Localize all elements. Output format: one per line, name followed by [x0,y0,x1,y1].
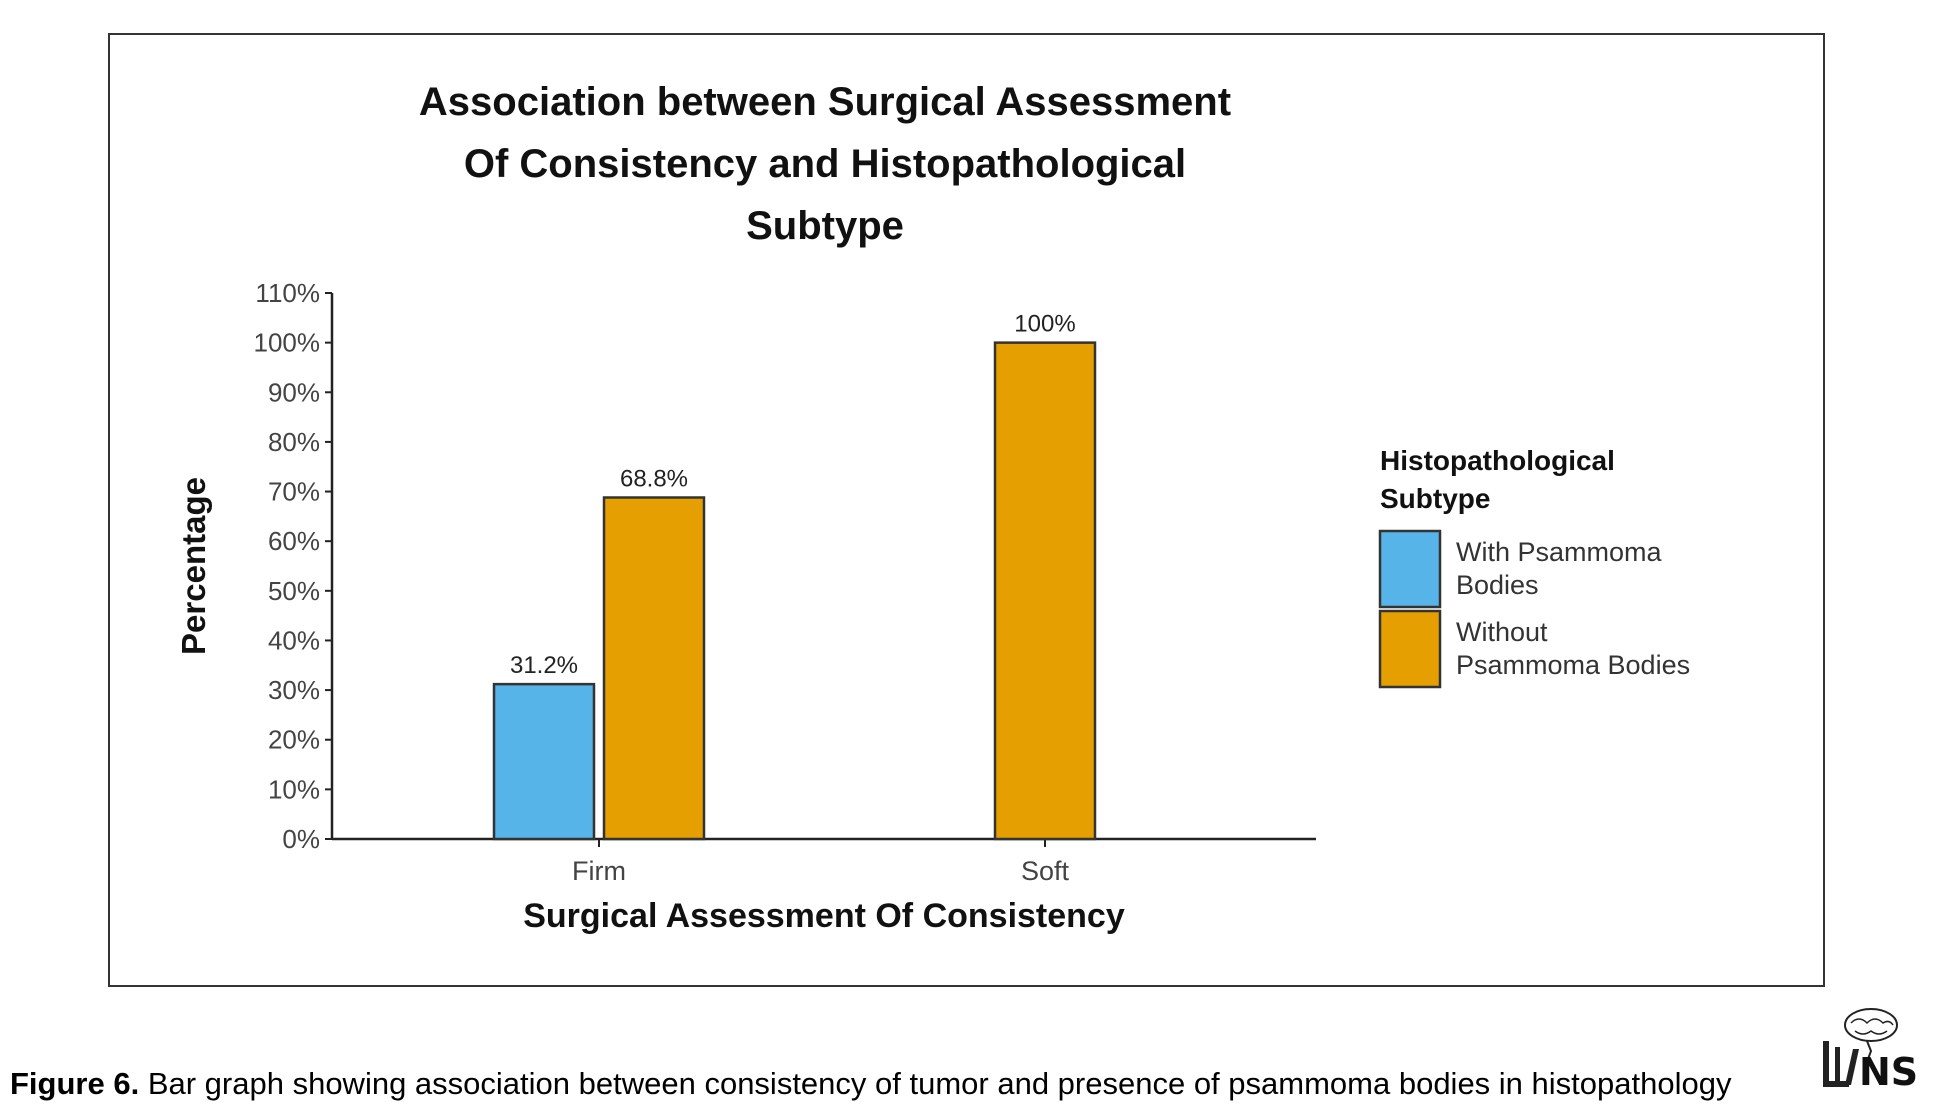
brain-logo-icon: NS [1823,1008,1918,1094]
bar [602,496,706,841]
x-axis-label: Surgical Assessment Of Consistency [523,897,1125,935]
y-tick-label: 20% [268,725,320,755]
y-tick-label: 90% [268,377,320,407]
y-tick-label: 40% [268,625,320,655]
figure-caption: Figure 6. Bar graph showing association … [10,1066,1731,1102]
y-tick-label: 10% [268,774,320,804]
y-tick-label: 80% [268,427,320,457]
y-tick-label: 100% [254,328,321,358]
y-tick-label: 70% [268,477,320,507]
legend-title-line: Histopathological [1380,445,1615,476]
bar-value-label: 100% [1014,311,1075,338]
bar [993,341,1097,841]
bar [492,682,596,841]
chart-title-line: Subtype [746,204,904,248]
legend-entry-label: Psammoma Bodies [1456,650,1690,680]
legend-entry-label: Without [1456,617,1548,647]
bar-value-label: 68.8% [620,466,688,493]
figure-frame: Association between Surgical Assessment O… [108,33,1825,987]
y-tick-label: 50% [268,576,320,606]
bar-value-label: 31.2% [510,652,578,679]
legend-title-line: Subtype [1380,483,1490,514]
chart-title-line: Of Consistency and Histopathological [464,142,1186,186]
caption-text: Bar graph showing association between co… [147,1066,1732,1101]
logo-text: NS [1859,1050,1918,1094]
y-tick-label: 110% [255,278,320,308]
y-tick-label: 0% [282,824,320,854]
y-tick-label: 60% [268,526,320,556]
x-tick-label: Firm [572,856,626,886]
x-tick-label: Soft [1021,856,1070,886]
chart-title-line: Association between Surgical Assessment [419,80,1231,124]
legend-entry-label: Bodies [1456,570,1539,600]
bar-chart: Association between Surgical Assessment O… [175,80,1690,935]
legend-swatch [1378,609,1442,689]
legend-swatch [1378,529,1442,609]
y-tick-label: 30% [268,675,320,705]
legend-entry-label: With Psammoma [1456,537,1663,567]
caption-label: Figure 6. [10,1066,140,1101]
y-axis-label: Percentage [175,477,212,655]
